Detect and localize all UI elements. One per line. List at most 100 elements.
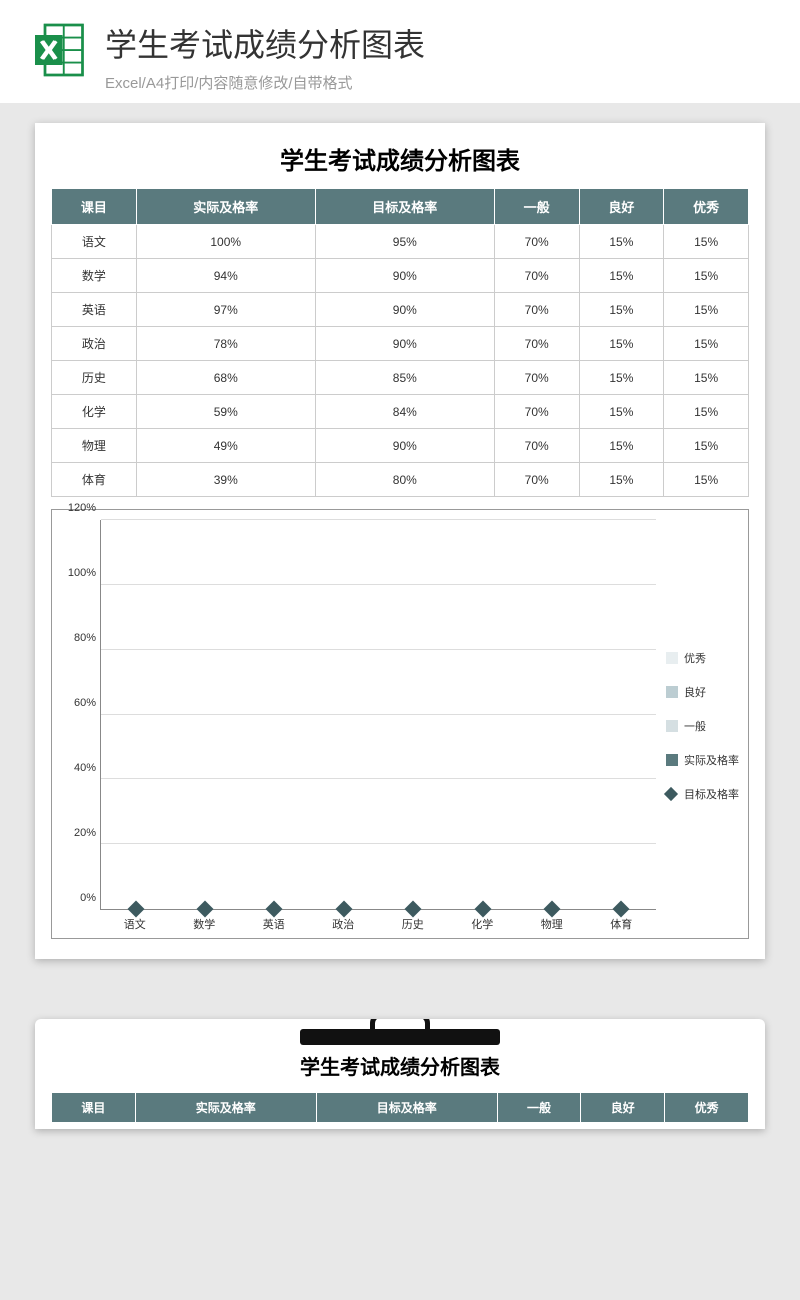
legend-label: 一般 — [684, 718, 706, 734]
table-header-cell: 目标及格率 — [316, 1093, 497, 1123]
table-cell: 70% — [494, 429, 579, 463]
table-cell: 15% — [579, 395, 664, 429]
table-cell: 数学 — [52, 259, 137, 293]
preview-title: 学生考试成绩分析图表 — [51, 1051, 749, 1080]
table-cell: 15% — [664, 361, 749, 395]
y-tick-label: 20% — [74, 827, 96, 839]
table-row: 语文100%95%70%15%15% — [52, 225, 749, 259]
table-cell: 体育 — [52, 463, 137, 497]
table-header-cell: 实际及格率 — [135, 1093, 316, 1123]
table-cell: 70% — [494, 259, 579, 293]
legend-item: 一般 — [666, 718, 742, 734]
grid-line — [101, 843, 656, 844]
table-cell: 70% — [494, 327, 579, 361]
table-cell: 15% — [664, 429, 749, 463]
table-header-cell: 课目 — [52, 189, 137, 225]
table-cell: 70% — [494, 293, 579, 327]
table-cell: 97% — [136, 293, 315, 327]
table-cell: 90% — [315, 293, 494, 327]
y-tick-label: 40% — [74, 762, 96, 774]
legend-item: 良好 — [666, 684, 742, 700]
excel-icon — [30, 20, 90, 80]
y-tick-label: 80% — [74, 632, 96, 644]
legend-label: 目标及格率 — [684, 786, 739, 802]
legend-label: 实际及格率 — [684, 752, 739, 768]
table-cell: 15% — [579, 293, 664, 327]
table-header-cell: 良好 — [581, 1093, 665, 1123]
legend-item: 优秀 — [666, 650, 742, 666]
table-cell: 70% — [494, 225, 579, 259]
table-cell: 历史 — [52, 361, 137, 395]
table-cell: 85% — [315, 361, 494, 395]
table-header-cell: 实际及格率 — [136, 189, 315, 225]
legend-swatch — [666, 652, 678, 664]
table-cell: 90% — [315, 259, 494, 293]
page-subtitle: Excel/A4打印/内容随意修改/自带格式 — [105, 72, 425, 93]
table-cell: 68% — [136, 361, 315, 395]
grid-line — [101, 584, 656, 585]
table-header-cell: 目标及格率 — [315, 189, 494, 225]
legend-swatch — [664, 787, 678, 801]
page-header: 学生考试成绩分析图表 Excel/A4打印/内容随意修改/自带格式 — [0, 0, 800, 103]
table-cell: 84% — [315, 395, 494, 429]
table-cell: 物理 — [52, 429, 137, 463]
legend-label: 优秀 — [684, 650, 706, 666]
table-cell: 90% — [315, 327, 494, 361]
table-header-cell: 优秀 — [665, 1093, 749, 1123]
legend-swatch — [666, 720, 678, 732]
table-cell: 15% — [664, 293, 749, 327]
analysis-chart: 0%20%40%60%80%100%120% 语文数学英语政治历史化学物理体育 … — [51, 509, 749, 939]
y-tick-label: 0% — [80, 892, 96, 904]
table-header-cell: 良好 — [579, 189, 664, 225]
table-cell: 90% — [315, 429, 494, 463]
chart-plot — [100, 520, 656, 910]
table-cell: 15% — [579, 327, 664, 361]
table-cell: 49% — [136, 429, 315, 463]
table-cell: 15% — [579, 463, 664, 497]
clipboard-preview: 学生考试成绩分析图表 课目实际及格率目标及格率一般良好优秀 — [35, 1019, 765, 1129]
preview-table: 课目实际及格率目标及格率一般良好优秀 — [51, 1092, 749, 1123]
table-cell: 语文 — [52, 225, 137, 259]
table-cell: 英语 — [52, 293, 137, 327]
table-cell: 化学 — [52, 395, 137, 429]
table-cell: 15% — [664, 259, 749, 293]
table-header-cell: 一般 — [494, 189, 579, 225]
table-row: 数学94%90%70%15%15% — [52, 259, 749, 293]
table-cell: 15% — [664, 463, 749, 497]
table-cell: 15% — [579, 225, 664, 259]
y-tick-label: 60% — [74, 697, 96, 709]
grid-line — [101, 649, 656, 650]
grid-line — [101, 519, 656, 520]
table-cell: 78% — [136, 327, 315, 361]
table-cell: 70% — [494, 361, 579, 395]
table-header-cell: 课目 — [52, 1093, 136, 1123]
table-header-cell: 一般 — [497, 1093, 581, 1123]
sheet-title: 学生考试成绩分析图表 — [51, 141, 749, 176]
table-cell: 15% — [664, 225, 749, 259]
chart-legend: 优秀良好一般实际及格率目标及格率 — [656, 520, 742, 932]
table-row: 体育39%80%70%15%15% — [52, 463, 749, 497]
table-row: 物理49%90%70%15%15% — [52, 429, 749, 463]
legend-item: 实际及格率 — [666, 752, 742, 768]
table-cell: 15% — [579, 429, 664, 463]
chart-x-axis: 语文数学英语政治历史化学物理体育 — [100, 910, 656, 932]
legend-swatch — [666, 686, 678, 698]
table-cell: 70% — [494, 463, 579, 497]
table-cell: 59% — [136, 395, 315, 429]
table-cell: 94% — [136, 259, 315, 293]
table-cell: 15% — [664, 327, 749, 361]
table-cell: 政治 — [52, 327, 137, 361]
page-title: 学生考试成绩分析图表 — [105, 20, 425, 66]
grid-line — [101, 714, 656, 715]
table-cell: 95% — [315, 225, 494, 259]
clipboard-clip-icon — [300, 1019, 500, 1047]
table-cell: 15% — [664, 395, 749, 429]
document-preview: 学生考试成绩分析图表 课目实际及格率目标及格率一般良好优秀 语文100%95%7… — [35, 123, 765, 959]
chart-y-axis: 0%20%40%60%80%100%120% — [58, 520, 100, 910]
legend-label: 良好 — [684, 684, 706, 700]
table-cell: 39% — [136, 463, 315, 497]
legend-swatch — [666, 754, 678, 766]
table-cell: 80% — [315, 463, 494, 497]
table-header-cell: 优秀 — [664, 189, 749, 225]
legend-item: 目标及格率 — [666, 786, 742, 802]
